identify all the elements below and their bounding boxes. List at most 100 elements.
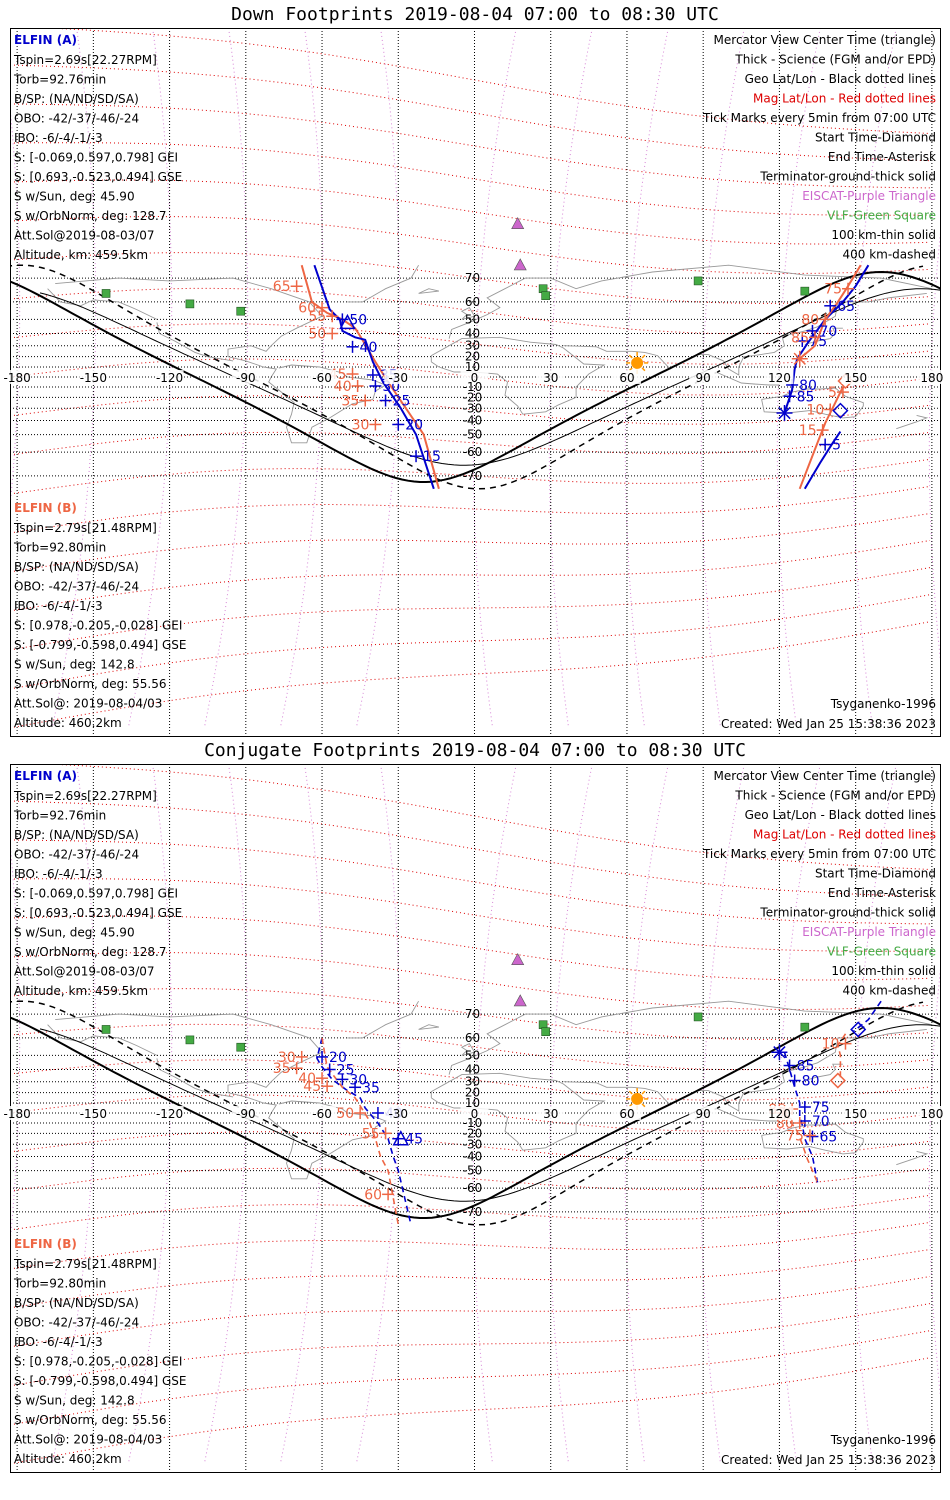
sun-ray <box>641 1090 646 1095</box>
track-tick-label: 30 <box>278 1050 296 1066</box>
coastline <box>460 307 476 320</box>
elfin-a-info: Altitude, km: 459.5km <box>14 984 148 998</box>
lon-tick-label: 90 <box>696 371 711 385</box>
coastline <box>448 1000 932 1075</box>
lon-tick-label: -180 <box>4 1107 31 1121</box>
elfin-b-info: OBO: -42/-37/-46/-24 <box>14 1316 139 1330</box>
lon-tick-label: -150 <box>80 371 107 385</box>
model-label: Tsyganenko-1996 <box>830 697 936 711</box>
legend-item: End Time-Asterisk <box>828 886 936 900</box>
coastline <box>896 414 929 430</box>
sun-ray <box>641 367 646 372</box>
track-tick-label: 60 <box>364 1187 382 1203</box>
sun-ray <box>641 354 646 359</box>
elfin-a-info: Att.Sol@2019-08-03/07 <box>14 229 155 243</box>
legend-item: EISCAT-Purple Triangle <box>802 189 936 203</box>
elfin-a-info: Torb=92.76min <box>13 73 106 87</box>
lat-tick-label: 30 <box>465 339 480 353</box>
legend-item: Terminator-ground-thick solid <box>759 170 936 184</box>
elfin-b-info: Altitude: 460.2km <box>14 716 122 730</box>
conjugate-footprints-map: 2025303540458580757065303540455055608580… <box>3 764 946 1473</box>
elfin-b-info: IBO: -6/-4/-1/-3 <box>14 1335 103 1349</box>
vlf-square <box>101 289 111 298</box>
elfin-b-info: S: [0.978,-0.205,-0.028] GEI <box>14 619 182 633</box>
elfin-b-info: Att.Sol@: 2019-08-04/03 <box>14 697 162 711</box>
sun-icon <box>631 1092 644 1105</box>
sun-icon <box>631 356 644 369</box>
elfin-a-info: IBO: -6/-4/-1/-3 <box>14 131 103 145</box>
legend-item: Mag Lat/Lon - Red dotted lines <box>753 92 936 106</box>
track-tick-label: 15 <box>799 423 817 439</box>
lat-tick-label: 10 <box>465 360 480 374</box>
elfin-a-info: IBO: -6/-4/-1/-3 <box>14 867 103 881</box>
legend-item: Start Time-Diamond <box>815 867 936 881</box>
map-area: 5040353025201580857570655656055504540353… <box>11 29 940 736</box>
track-tick-label: 50 <box>336 1106 354 1122</box>
mag-lat-line <box>11 1249 931 1309</box>
start-time-diamond <box>832 402 849 419</box>
elfin-b-info: S w/OrbNorm, deg: 55.56 <box>14 1413 166 1427</box>
vlf-square <box>541 1027 550 1036</box>
track-tick-label: 75 <box>786 1128 804 1144</box>
coastline <box>460 1043 476 1056</box>
track-tick-label: 80 <box>799 378 817 394</box>
legend-item: 400 km-dashed <box>842 984 936 998</box>
legend-item: Tick Marks every 5min from 07:00 UTC <box>702 847 936 861</box>
track-tick-label: 70 <box>812 1114 830 1130</box>
center-time-triangle <box>392 1130 410 1146</box>
lon-tick-label: 120 <box>768 1107 791 1121</box>
eiscat-triangle <box>511 953 525 965</box>
lat-tick-label: -30 <box>463 401 483 415</box>
created-label: Created: Wed Jan 25 15:38:36 2023 <box>721 1453 936 1467</box>
elfin-a-info: Att.Sol@2019-08-03/07 <box>14 965 155 979</box>
lon-tick-label: -60 <box>312 371 332 385</box>
start-time-diamond <box>829 1072 846 1089</box>
terminator-400km-line <box>11 264 924 490</box>
track-tick-label: 40 <box>334 379 352 395</box>
legend-item: Mercator View Center Time (triangle) <box>714 33 936 47</box>
down-footprints-map: 5040353025201580857570655656055504540353… <box>3 28 946 737</box>
panel-title-down: Down Footprints 2019-08-04 07:00 to 08:3… <box>231 4 719 25</box>
elfin-a-info: S w/Sun, deg: 45.90 <box>14 190 135 204</box>
lat-tick-label: -70 <box>463 469 483 483</box>
coastline <box>347 264 419 303</box>
track-tick-label: 25 <box>393 394 411 410</box>
lat-tick-label: -20 <box>463 390 483 404</box>
track-tick-label: 25 <box>337 1063 355 1079</box>
eiscat-triangle <box>513 994 527 1007</box>
track-tick-label: 40 <box>298 1071 316 1087</box>
lat-tick-label: -60 <box>463 1181 483 1195</box>
lon-tick-label: -30 <box>388 1107 408 1121</box>
elfin-a-track <box>316 1037 412 1225</box>
legend-item: VLF-Green Square <box>827 209 936 223</box>
elfin-b-info: Torb=92.80min <box>13 541 106 555</box>
sun-ray <box>641 1103 646 1108</box>
lon-tick-label: 0 <box>471 1107 479 1121</box>
lon-tick-label: 30 <box>543 1107 558 1121</box>
track-tick-label: 20 <box>329 1050 347 1066</box>
elfin-b-title: ELFIN (B) <box>14 501 77 515</box>
legend-item: Terminator-ground-thick solid <box>759 906 936 920</box>
elfin-b-track <box>321 1037 400 1225</box>
elfin-b-info: Tspin=2.79s[21.48RPM] <box>13 1257 157 1271</box>
legend-item: 100 km-thin solid <box>831 964 936 978</box>
elfin-a-info: S: [0.693,-0.523,0.494] GSE <box>14 906 182 920</box>
coastline <box>804 1063 843 1081</box>
eiscat-triangle <box>511 217 525 229</box>
track-tick-label: 75 <box>812 1100 830 1116</box>
elfin-b-info: B/SP: (NA/ND/SD/SA) <box>14 1296 139 1310</box>
lon-tick-label: 120 <box>768 371 791 385</box>
mag-lat-line <box>11 395 931 425</box>
vlf-square <box>185 1035 195 1045</box>
lat-tick-label: -10 <box>463 1116 483 1130</box>
coastlines <box>47 1000 932 1180</box>
elfin-b-title: ELFIN (B) <box>14 1237 77 1251</box>
elfin-b-info: Tspin=2.79s[21.48RPM] <box>13 521 157 535</box>
mag-lat-line <box>11 1221 931 1270</box>
lat-tick-label: 40 <box>465 1063 480 1077</box>
coastline <box>896 1150 929 1166</box>
elfin-b-info: S w/OrbNorm, deg: 55.56 <box>14 677 166 691</box>
start-time-diamond <box>850 1021 867 1038</box>
terminator-ground-line <box>11 270 940 483</box>
legend-item: Geo Lat/Lon - Black dotted lines <box>745 72 936 86</box>
